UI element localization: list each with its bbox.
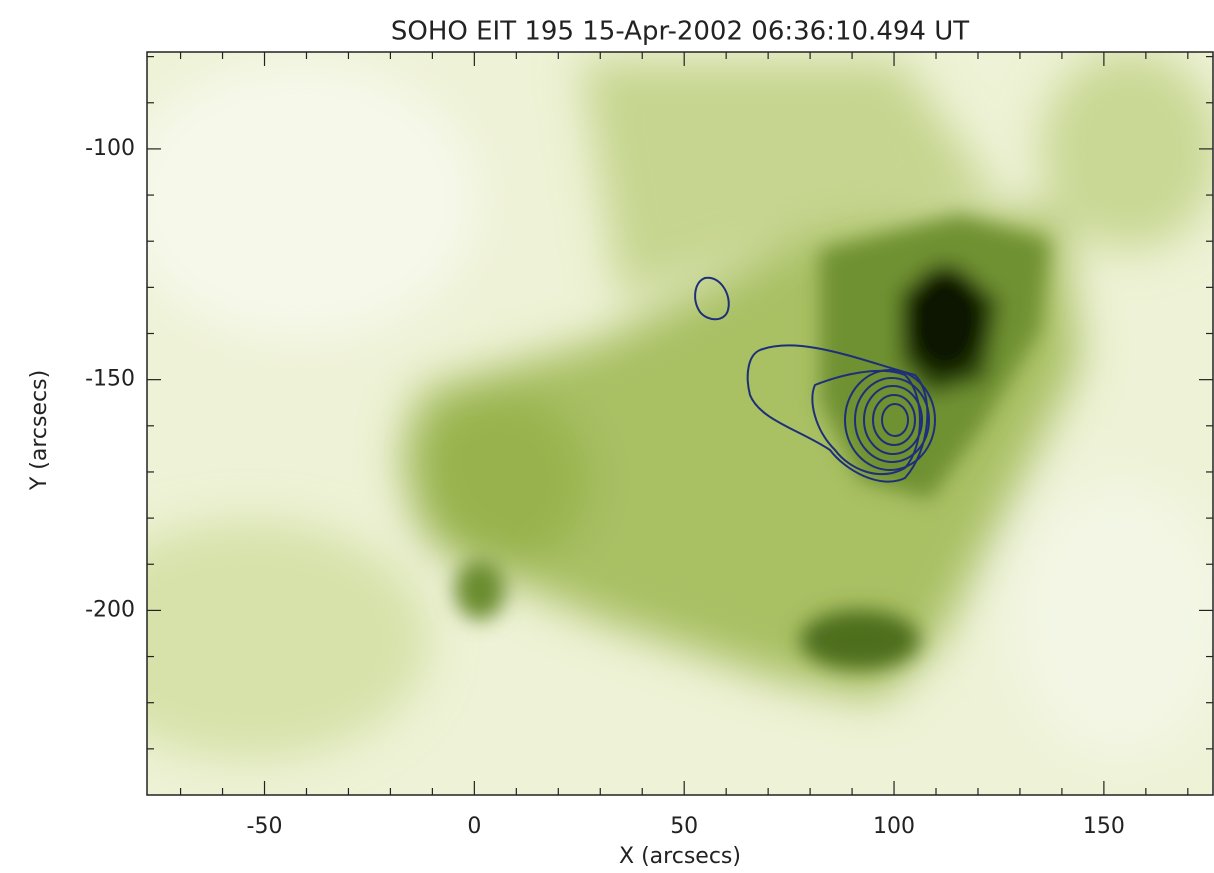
x-tick-label: 100 xyxy=(873,814,915,839)
x-tick-label: 0 xyxy=(467,814,481,839)
y-tick-label: -200 xyxy=(85,597,135,622)
solar-image xyxy=(147,52,1213,795)
y-tick-label: -150 xyxy=(85,367,135,392)
x-tick-label: 50 xyxy=(670,814,698,839)
chart-title: SOHO EIT 195 15-Apr-2002 06:36:10.494 UT xyxy=(391,17,969,47)
plot-frame xyxy=(146,51,1214,796)
x-axis-label: X (arcsecs) xyxy=(619,844,741,869)
x-tick-label: 150 xyxy=(1083,814,1125,839)
contours xyxy=(694,276,936,483)
y-tick-label: -100 xyxy=(85,136,135,161)
y-axis-label: Y (arcsecs) xyxy=(27,370,52,491)
x-tick-label: -50 xyxy=(247,814,283,839)
